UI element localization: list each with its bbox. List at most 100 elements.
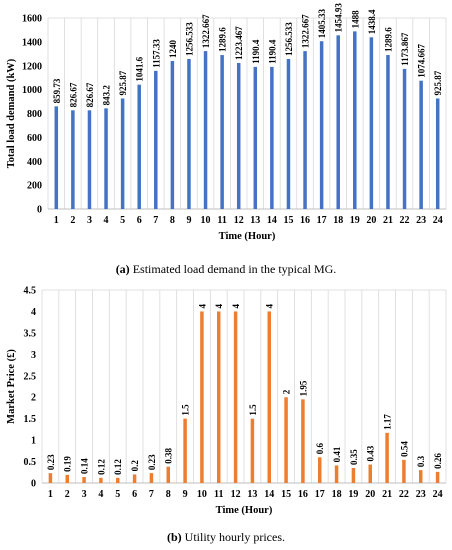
load-data-label: 1488 <box>350 10 360 29</box>
price-data-label: 2 <box>282 389 292 394</box>
price-bar <box>267 311 271 483</box>
price-x-tick-label: 17 <box>315 489 325 500</box>
load-bar <box>120 98 125 209</box>
load-y-tick-label: 1000 <box>22 85 42 96</box>
load-bar <box>187 59 191 209</box>
load-data-label: 1157.33 <box>151 39 161 68</box>
load-bar <box>286 59 291 209</box>
price-bar <box>166 466 170 483</box>
price-data-label: 0.54 <box>399 441 409 457</box>
price-y-tick-label: 2 <box>31 393 36 404</box>
price-x-tick-label: 14 <box>264 489 274 500</box>
load-data-label: 1074.667 <box>417 43 427 77</box>
price-x-tick-label: 11 <box>214 489 223 500</box>
load-bar <box>170 60 175 209</box>
price-bar <box>385 432 389 483</box>
load-bar <box>270 66 274 209</box>
price-x-tick-label: 22 <box>399 489 409 500</box>
price-data-label: 4 <box>265 303 275 308</box>
price-x-tick-label: 2 <box>65 489 70 500</box>
price-y-tick-label: 1 <box>31 436 36 447</box>
load-bar <box>336 35 340 209</box>
load-bar <box>54 106 59 209</box>
load-data-label: 826.67 <box>68 82 78 107</box>
price-bar <box>351 467 356 483</box>
load-x-tick-label: 9 <box>186 215 191 226</box>
load-bar <box>203 51 208 209</box>
load-x-axis-title: Time (Hour) <box>219 231 276 242</box>
caption-a-text: Estimated load demand in the typical MG. <box>129 262 337 276</box>
load-y-axis-title: Total load demand (kW) <box>6 58 17 168</box>
price-bar <box>116 477 120 483</box>
price-y-tick-label: 0 <box>31 479 36 490</box>
price-bar <box>65 474 69 483</box>
load-data-label: 1405.33 <box>317 8 327 38</box>
load-x-tick-label: 2 <box>70 215 75 226</box>
price-y-axis-title: Market Price (£) <box>6 349 17 424</box>
load-bar <box>71 110 75 209</box>
load-data-label: 1322.667 <box>201 14 211 48</box>
price-x-tick-label: 7 <box>149 489 154 500</box>
price-x-axis-title: Time (Hour) <box>216 505 273 516</box>
price-bar <box>82 476 86 483</box>
load-data-label: 1289.6 <box>218 27 228 52</box>
price-y-tick-label: 2.5 <box>24 371 37 382</box>
load-data-label: 826.67 <box>85 82 95 107</box>
price-bar <box>318 457 322 483</box>
load-data-label: 1190.4 <box>267 39 277 64</box>
price-bar <box>419 470 423 483</box>
price-x-tick-label: 19 <box>348 489 358 500</box>
price-x-tick-label: 10 <box>197 489 207 500</box>
load-x-tick-label: 20 <box>366 215 376 226</box>
price-bar <box>149 473 154 483</box>
load-bar <box>236 62 241 210</box>
price-data-label: 1.95 <box>298 380 308 396</box>
price-y-tick-label: 3.5 <box>24 328 37 339</box>
load-x-tick-label: 11 <box>217 215 226 226</box>
price-x-tick-label: 21 <box>382 489 392 500</box>
load-data-label: 1454.93 <box>334 3 344 33</box>
load-x-tick-label: 19 <box>350 215 360 226</box>
load-y-tick-label: 1600 <box>22 14 42 25</box>
load-x-tick-label: 7 <box>153 215 158 226</box>
load-data-label: 1322.667 <box>301 14 311 48</box>
load-demand-chart: 0 200 400 600 800 1000 1200 1400 1600 859.73 1 826.… <box>6 3 447 242</box>
load-y-tick-label: 800 <box>27 109 42 120</box>
load-data-label: 1173.867 <box>400 32 410 66</box>
load-x-tick-label: 17 <box>317 215 327 226</box>
price-x-tick-label: 18 <box>332 489 342 500</box>
price-data-label: 1.5 <box>248 404 258 416</box>
load-data-label: 1256.533 <box>284 22 294 56</box>
price-x-tick-label: 23 <box>416 489 426 500</box>
load-bar <box>419 80 423 209</box>
load-x-tick-label: 1 <box>54 215 59 226</box>
price-data-label: 0.19 <box>63 456 73 472</box>
load-data-label: 1289.6 <box>383 27 393 52</box>
load-x-tick-label: 23 <box>416 215 426 226</box>
price-x-tick-label: 1 <box>48 489 53 500</box>
load-bar <box>137 84 141 209</box>
caption-b-text: Utility hourly prices. <box>181 530 285 544</box>
load-x-tick-label: 3 <box>87 215 92 226</box>
price-x-tick-label: 16 <box>298 489 308 500</box>
load-bar <box>104 108 108 209</box>
load-bar <box>220 55 224 209</box>
load-bar <box>402 68 407 209</box>
load-bar <box>386 55 390 209</box>
load-data-label: 1256.533 <box>184 22 194 56</box>
load-x-tick-label: 14 <box>267 215 277 226</box>
price-bar <box>233 311 238 483</box>
caption-market-price: (b) Utility hourly prices. <box>0 530 452 545</box>
load-x-tick-label: 18 <box>333 215 343 226</box>
load-y-tick-label: 1400 <box>22 37 42 48</box>
price-bar <box>402 459 406 483</box>
load-x-tick-label: 4 <box>104 215 109 226</box>
price-bar <box>217 311 221 483</box>
load-bar <box>435 98 440 209</box>
load-x-tick-label: 22 <box>400 215 410 226</box>
price-data-label: 4 <box>197 303 207 308</box>
load-y-tick-label: 400 <box>27 157 42 168</box>
price-x-tick-label: 13 <box>247 489 257 500</box>
price-x-tick-label: 4 <box>98 489 103 500</box>
price-data-label: 0.6 <box>315 443 325 455</box>
